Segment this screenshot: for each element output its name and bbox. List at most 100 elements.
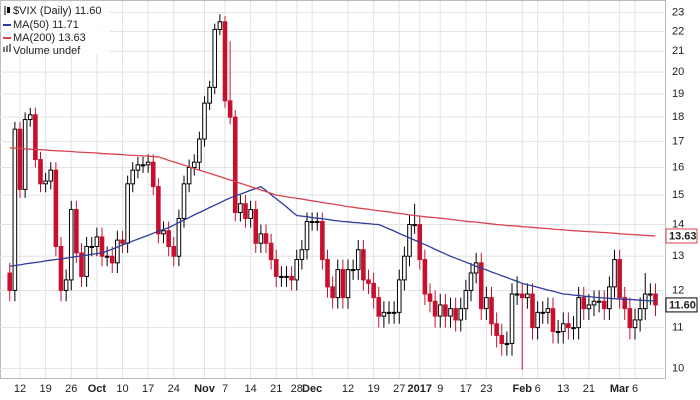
candle-body (617, 259, 622, 299)
x-tick-label: Mar (610, 383, 630, 395)
candle-body (53, 169, 59, 247)
candle-body (581, 297, 587, 310)
candle-body (120, 239, 125, 244)
candle-body (381, 311, 387, 317)
candle-body (268, 242, 274, 261)
candle-body (253, 209, 259, 244)
candle-body (217, 21, 223, 30)
x-tick-label: 6 (535, 383, 541, 395)
candle-body (33, 114, 38, 161)
y-tick-label: 11 (672, 322, 683, 334)
candle-body (191, 161, 197, 168)
x-tick-label: 24 (168, 383, 180, 395)
y-tick-label: 15 (672, 189, 684, 201)
x-tick-label: 13 (557, 383, 569, 395)
candle-body (17, 128, 23, 190)
legend-label: MA(50) 11.71 (13, 19, 79, 31)
candle-body (437, 304, 443, 317)
y-tick-label: 23 (672, 6, 684, 18)
x-tick-label: Oct (88, 383, 107, 395)
candle-body (325, 259, 330, 288)
candle-body (376, 297, 382, 317)
candle-body (145, 161, 151, 166)
candle-body (150, 161, 156, 188)
candle-body (335, 269, 341, 299)
x-tick-label: 26 (65, 383, 77, 395)
candle-body (550, 308, 556, 333)
candle-body (243, 203, 248, 219)
candle-body (289, 275, 294, 281)
candle-body (586, 304, 592, 310)
candle-body (391, 311, 397, 314)
candle-body (7, 272, 13, 291)
candle-body (207, 86, 212, 104)
candle-body (566, 323, 571, 329)
legend-bg (2, 2, 110, 54)
y-tick-label: 16 (672, 161, 684, 173)
candle-body (186, 166, 192, 185)
candle-body (366, 279, 371, 284)
candle-body (468, 272, 474, 291)
candle-body (504, 342, 510, 345)
x-tick-label: 19 (40, 383, 52, 395)
candle-body (509, 293, 515, 344)
candle-body (627, 308, 633, 329)
ma-line (9, 147, 656, 237)
candle-body (499, 334, 505, 344)
x-tick-label: 17 (460, 383, 472, 395)
candle-body (115, 239, 120, 264)
candle-body (489, 297, 494, 325)
candle-body (601, 300, 607, 310)
candle-body (443, 304, 448, 317)
candle-body (309, 221, 315, 224)
candle-body (27, 114, 33, 121)
x-tick-label: 27 (393, 383, 405, 395)
candle-body (545, 308, 551, 313)
candle-body (294, 259, 300, 281)
candle-body (125, 183, 130, 244)
x-tick-label: 6 (632, 383, 638, 395)
candle-body (273, 259, 279, 277)
candle-body (519, 293, 525, 299)
candle-body (202, 102, 207, 140)
candle-body (540, 311, 546, 314)
candle-body (135, 164, 141, 171)
candle-body (227, 100, 233, 118)
candle-body (591, 300, 597, 306)
price-tag-label: 13.63 (669, 230, 697, 242)
candle-body (304, 221, 310, 251)
x-tick-label: 23 (480, 383, 492, 395)
y-tick-label: 10 (672, 362, 684, 374)
candle-body (63, 279, 69, 291)
x-tick-label: 19 (368, 383, 380, 395)
candle-body (130, 169, 136, 185)
candle-body (632, 319, 638, 329)
candle-body (345, 269, 351, 299)
candle-body (156, 186, 161, 235)
candle-body (653, 293, 658, 306)
candle-body (84, 245, 89, 277)
candle-body (238, 203, 243, 214)
candle-body (320, 221, 325, 261)
legend-icon (6, 45, 8, 52)
candle-body (79, 252, 84, 277)
y-tick-label: 21 (672, 45, 684, 57)
x-tick-label: 12 (14, 383, 26, 395)
x-tick-label: Dec (302, 383, 322, 395)
y-tick-label: 20 (672, 66, 684, 78)
x-tick-label: 21 (583, 383, 595, 395)
candle-body (212, 28, 218, 88)
y-tick-label: 12 (672, 284, 684, 296)
y-tick-label: 13 (672, 250, 684, 262)
candle-body (637, 308, 643, 321)
x-tick-label: 7 (222, 383, 228, 395)
x-tick-label: 14 (245, 383, 257, 395)
candle-body (330, 286, 335, 299)
candle-body (140, 164, 146, 167)
y-tick-label: 14 (672, 218, 684, 230)
candle-body (371, 282, 376, 299)
candle-body (104, 255, 110, 258)
candle-body (473, 262, 479, 274)
candle-body (525, 293, 530, 299)
